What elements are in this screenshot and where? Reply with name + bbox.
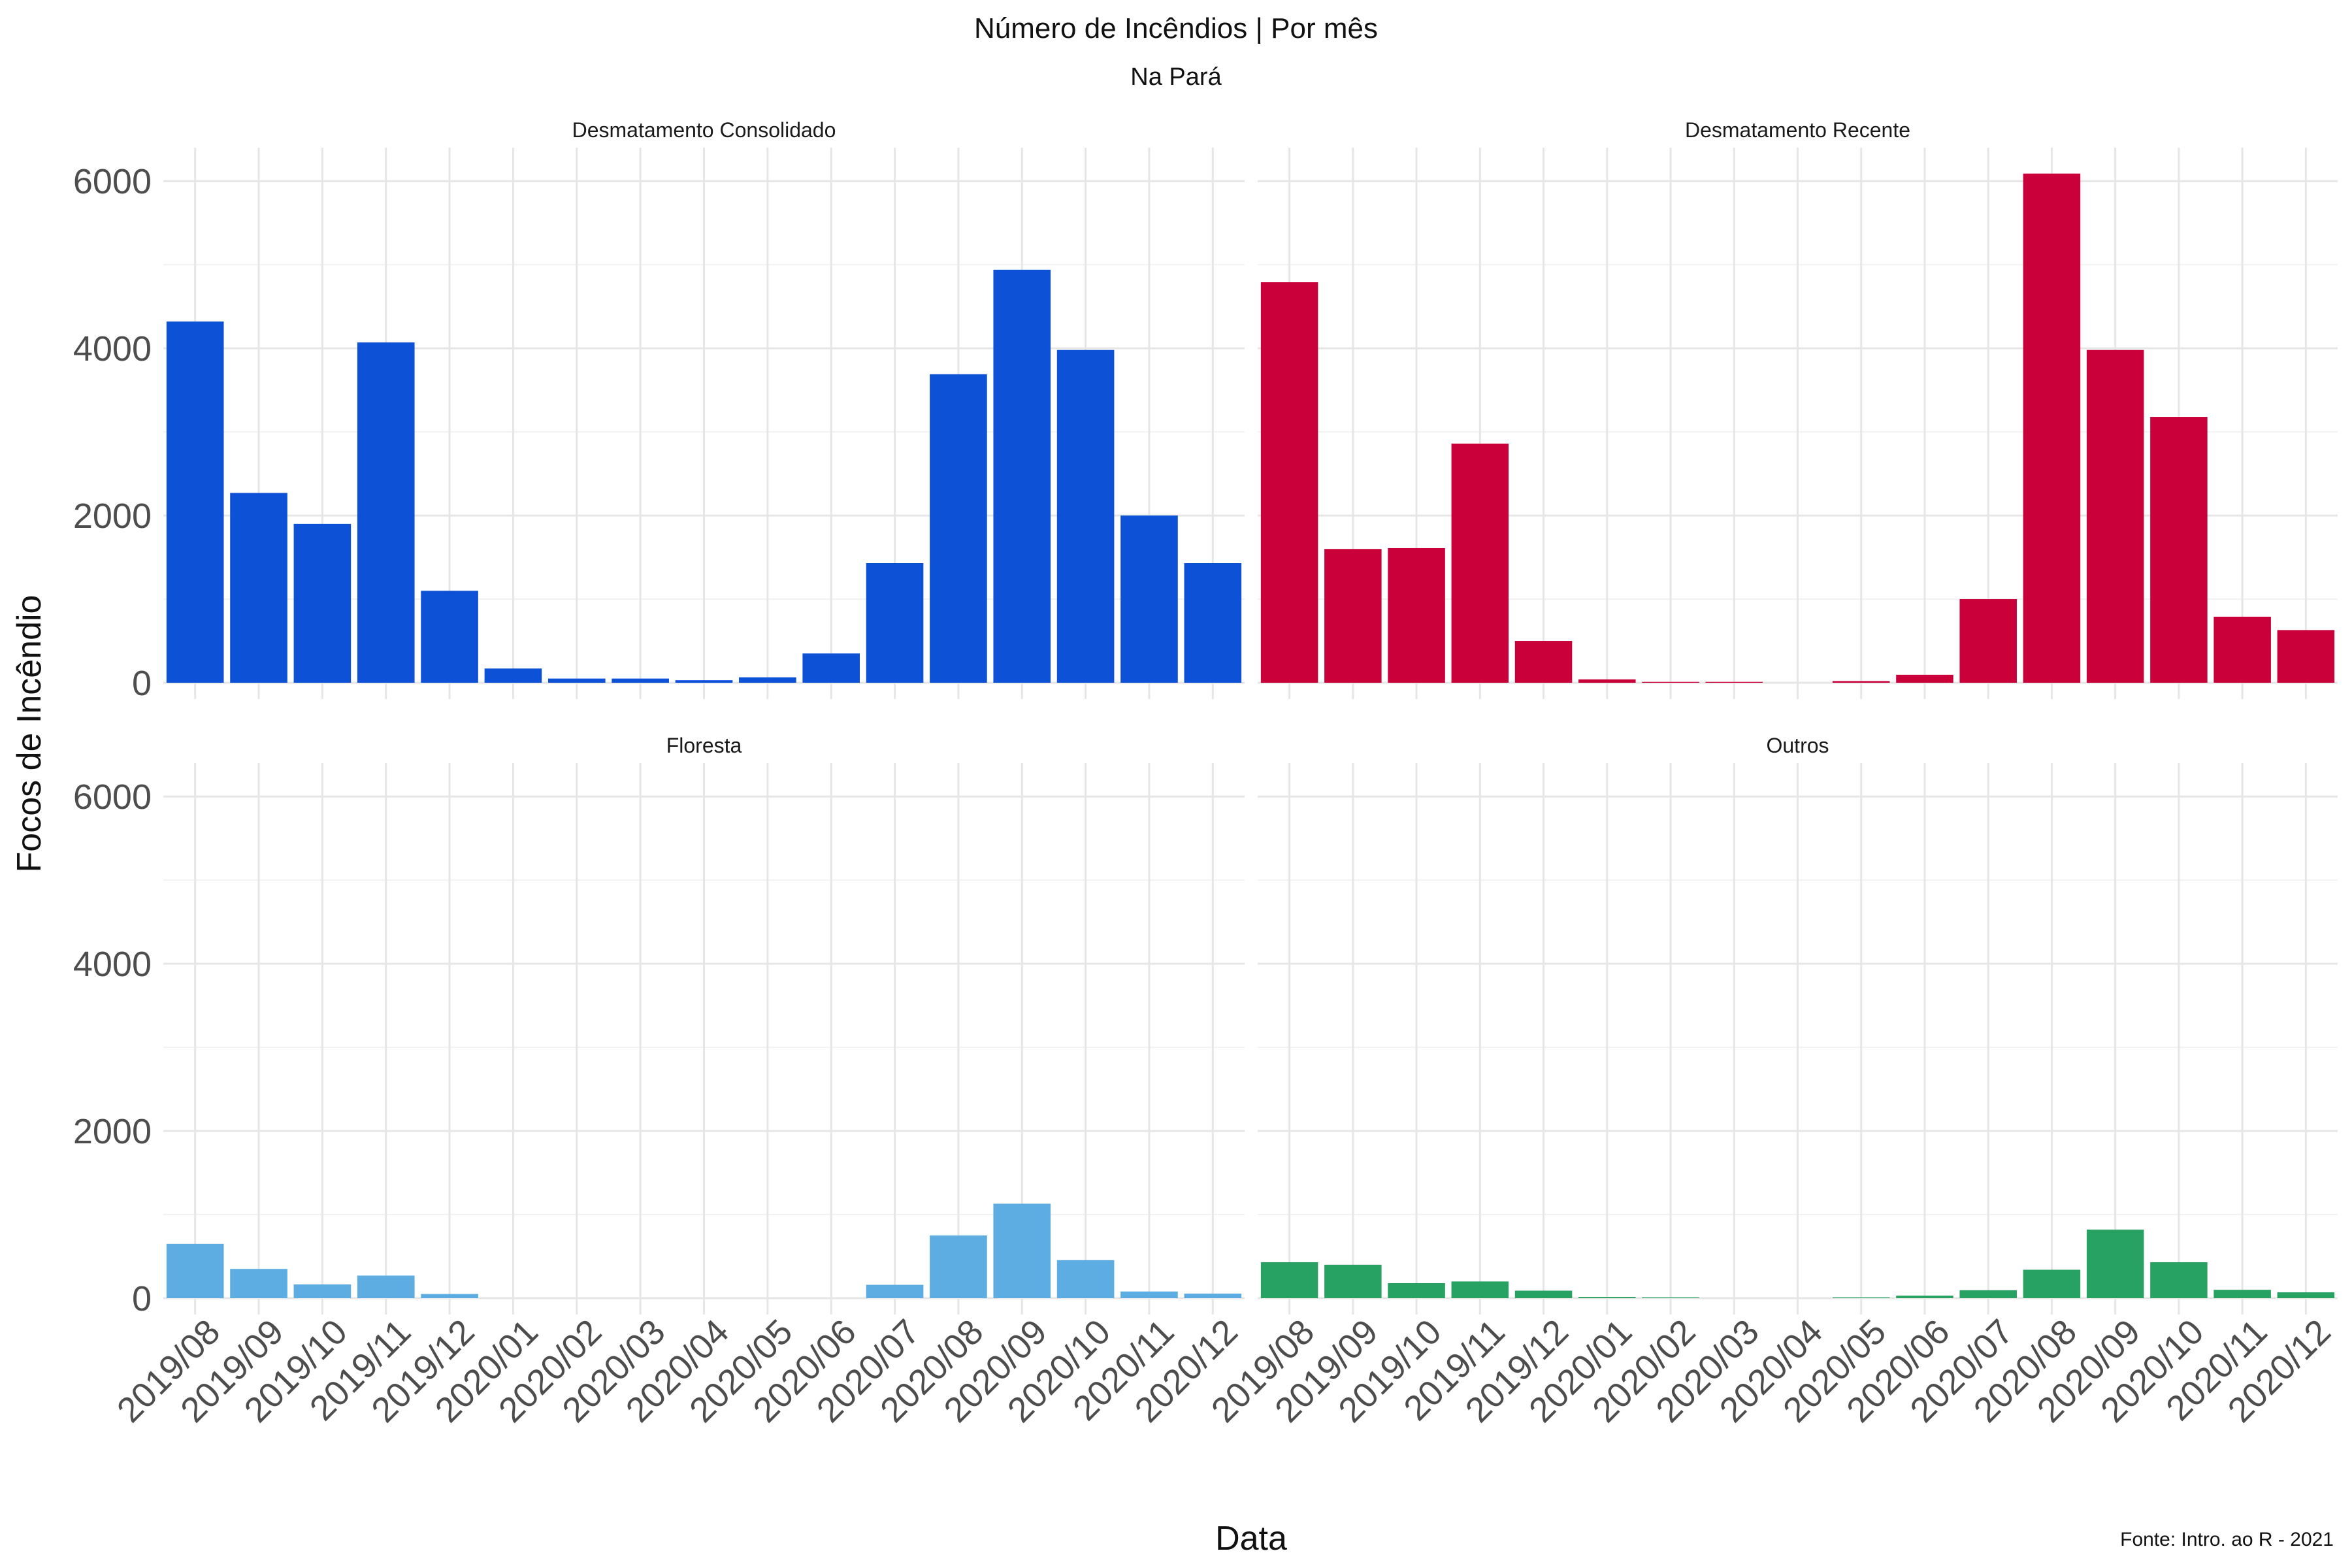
bar <box>1578 679 1636 683</box>
bar <box>2150 1262 2208 1298</box>
bar <box>1832 681 1890 683</box>
bar <box>1388 547 1445 683</box>
chart-subtitle: Na Pará <box>1130 63 1222 91</box>
facet-panel: Desmatamento Recente <box>1258 118 2338 699</box>
bar <box>1260 1262 1318 1298</box>
bar <box>1705 681 1763 683</box>
bar <box>2213 616 2271 683</box>
bar <box>866 563 924 683</box>
bar <box>1324 549 1382 683</box>
bar <box>1184 1293 1242 1298</box>
bar <box>293 523 351 683</box>
bar <box>1514 1290 1573 1298</box>
bar <box>293 1284 351 1298</box>
y-tick-label: 2000 <box>73 1112 152 1151</box>
bar <box>1056 350 1115 683</box>
y-tick-label: 4000 <box>73 945 152 984</box>
bar <box>166 1243 224 1298</box>
bar <box>930 374 987 683</box>
bar <box>1451 444 1509 683</box>
bar <box>675 680 733 683</box>
bar <box>930 1235 987 1298</box>
y-tick-label: 6000 <box>73 777 152 817</box>
bar <box>739 677 796 683</box>
bar <box>1260 282 1318 683</box>
bar <box>1120 1291 1178 1298</box>
bar <box>2086 1230 2144 1298</box>
y-tick-label: 0 <box>132 664 152 703</box>
y-tick-label: 6000 <box>73 162 152 201</box>
x-axis-title: Data <box>1215 1520 1287 1558</box>
bar <box>230 493 287 683</box>
bar <box>1514 641 1573 683</box>
bar <box>2023 1269 2081 1298</box>
bar <box>993 1203 1051 1298</box>
facet-panel: Desmatamento Consolidado 0 2000 4000 6000 <box>73 118 1245 703</box>
bar <box>2277 630 2335 683</box>
bar <box>2023 173 2081 683</box>
bar <box>1184 563 1242 683</box>
bar <box>421 591 478 683</box>
chart-caption: Fonte: Intro. ao R - 2021 <box>2120 1529 2334 1550</box>
y-tick-label: 4000 <box>73 329 152 368</box>
bar <box>866 1284 924 1298</box>
bar <box>1388 1282 1445 1298</box>
bar <box>1451 1281 1509 1298</box>
bar <box>1959 599 2017 683</box>
facet-strip-label: Outros <box>1766 734 1829 757</box>
bar <box>166 321 224 683</box>
bar <box>2150 417 2208 683</box>
bar <box>2086 350 2144 683</box>
bar <box>357 342 415 683</box>
y-tick-label: 2000 <box>73 497 152 536</box>
facet-strip-label: Desmatamento Recente <box>1685 118 1910 142</box>
bar <box>1578 1297 1636 1298</box>
bar <box>1120 515 1178 683</box>
bar <box>484 668 542 683</box>
bar <box>547 678 606 683</box>
facet-strip-label: Floresta <box>666 734 742 757</box>
bar <box>1056 1260 1115 1298</box>
bar <box>1324 1264 1382 1298</box>
bar <box>802 653 860 683</box>
bar <box>230 1269 287 1298</box>
bar <box>1642 681 1699 683</box>
bar <box>421 1294 478 1298</box>
bar <box>612 678 669 683</box>
bar <box>1896 674 1953 683</box>
facet-strip-label: Desmatamento Consolidado <box>572 118 836 142</box>
facet-panels: Desmatamento Consolidado0200040006000Des… <box>73 118 2338 1430</box>
bar <box>2277 1292 2335 1298</box>
chart-title: Número de Incêndios | Por mês <box>974 12 1378 44</box>
bar <box>1959 1290 2017 1298</box>
bar <box>1896 1296 1953 1298</box>
y-tick-label: 0 <box>132 1279 152 1318</box>
bar <box>2213 1290 2271 1298</box>
y-axis-title: Focos de Incêndio <box>10 595 48 873</box>
bar <box>357 1275 415 1298</box>
bar <box>993 269 1051 683</box>
